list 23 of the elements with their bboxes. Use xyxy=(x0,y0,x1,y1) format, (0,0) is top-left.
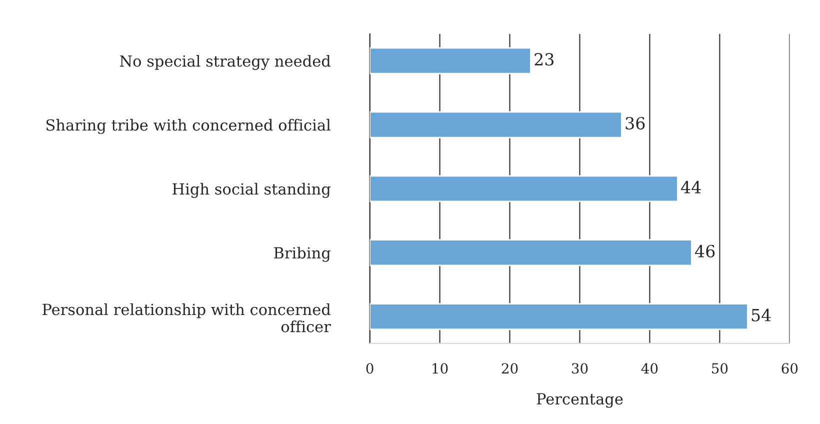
x-tick-label: 30 xyxy=(572,363,588,374)
bar xyxy=(370,111,622,138)
x-axis-title: Percentage xyxy=(536,393,623,408)
bar xyxy=(370,303,748,330)
x-tick-label: 50 xyxy=(712,363,728,374)
y-tick-label: High social standing xyxy=(172,182,330,198)
bar xyxy=(370,239,692,266)
x-tick-label: 10 xyxy=(432,363,448,374)
data-label: 44 xyxy=(680,180,701,194)
x-tick-label: 0 xyxy=(366,363,374,374)
x-tick-label: 60 xyxy=(782,363,798,374)
y-tick-label: No special strategy needed xyxy=(120,54,330,70)
bar xyxy=(370,47,532,74)
y-tick-label: Bribing xyxy=(274,246,330,262)
x-tick-label: 20 xyxy=(502,363,518,374)
bar xyxy=(370,175,678,202)
data-label: 23 xyxy=(534,53,554,66)
data-label: 36 xyxy=(626,116,645,130)
y-tick-label: Sharing tribe with concerned official xyxy=(46,118,330,134)
x-tick-label: 40 xyxy=(641,363,658,374)
data-label: 54 xyxy=(752,308,771,322)
y-tick-label: Personal relationship with concerned officer xyxy=(42,303,331,332)
data-label: 46 xyxy=(694,244,715,258)
